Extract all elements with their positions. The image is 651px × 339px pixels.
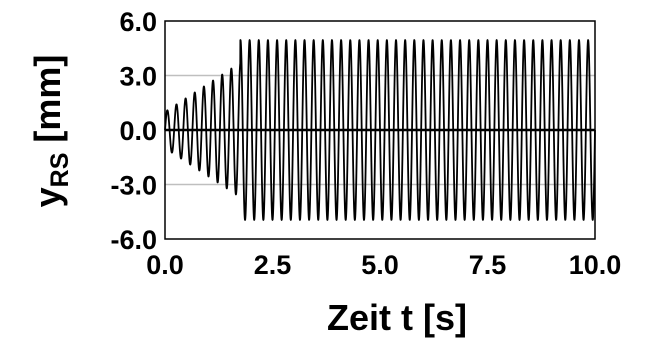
x-tick-label: 5.0 [361, 250, 399, 280]
x-tick-label: 0.0 [146, 250, 184, 280]
y-tick-label: -6.0 [110, 225, 157, 255]
y-tick-label: 3.0 [119, 62, 157, 92]
y-axis-title-unit: [mm] [27, 55, 68, 153]
y-axis-title: yRS [mm] [27, 55, 74, 208]
y-tick-labels: -6.0 -3.0 0.0 3.0 6.0 [110, 7, 157, 255]
y-tick-label: 0.0 [119, 116, 157, 146]
y-axis-title-main: y [27, 187, 68, 207]
x-tick-labels: 0.0 2.5 5.0 7.5 10.0 [146, 250, 621, 280]
x-tick-label: 10.0 [569, 250, 622, 280]
y-tick-label: -3.0 [110, 171, 157, 201]
y-axis-title-subscript: RS [46, 153, 74, 188]
x-tick-label: 2.5 [254, 250, 292, 280]
y-tick-label: 6.0 [119, 7, 157, 37]
plot-frame [164, 20, 596, 240]
x-axis-title: Zeit t [s] [327, 297, 467, 338]
x-tick-label: 7.5 [469, 250, 507, 280]
